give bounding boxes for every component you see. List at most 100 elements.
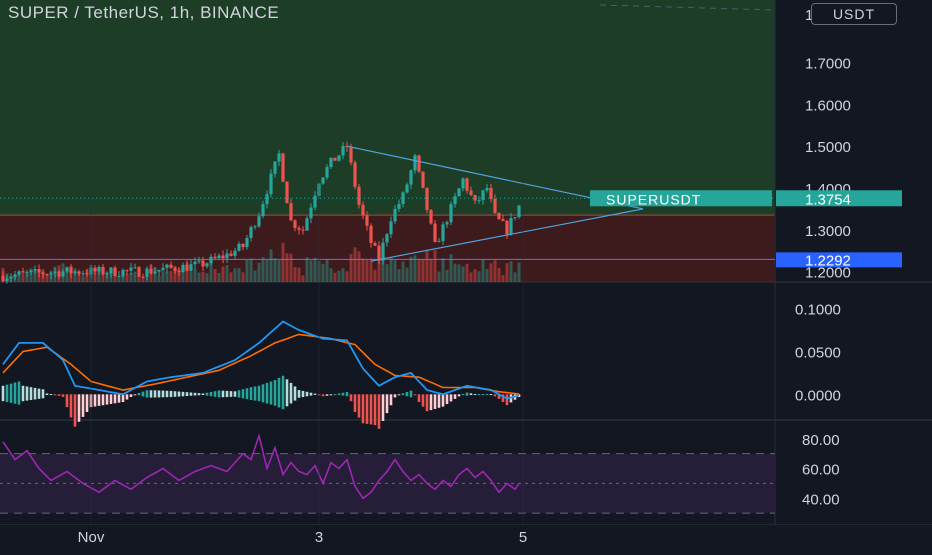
candle bbox=[157, 269, 161, 277]
candle-body bbox=[309, 207, 313, 219]
rsi-tick-label: 60.00 bbox=[802, 462, 840, 479]
candle-body bbox=[65, 267, 69, 272]
candle-body bbox=[161, 267, 165, 270]
currency-button[interactable]: USDT bbox=[811, 3, 897, 25]
candle bbox=[437, 237, 441, 243]
candle bbox=[289, 198, 293, 222]
candle-body bbox=[321, 177, 325, 184]
candle-body bbox=[441, 224, 445, 242]
candle-body bbox=[465, 178, 469, 191]
candle bbox=[13, 271, 17, 281]
macd-histogram-bar bbox=[25, 386, 29, 401]
macd-histogram-bar bbox=[237, 390, 241, 398]
macd-histogram-bar bbox=[465, 392, 469, 396]
candle bbox=[41, 270, 45, 279]
macd-histogram-bar bbox=[133, 394, 137, 396]
candle bbox=[365, 211, 369, 231]
macd-histogram-bar bbox=[41, 389, 45, 399]
candle-body bbox=[9, 276, 13, 279]
candle-body bbox=[21, 271, 25, 273]
volume-bar bbox=[305, 257, 309, 282]
volume-bar bbox=[93, 270, 97, 282]
rsi-tick-label: 80.00 bbox=[802, 432, 840, 449]
macd-histogram-bar bbox=[305, 391, 309, 397]
macd-histogram-bar bbox=[473, 394, 477, 396]
bullish-zone bbox=[0, 0, 775, 216]
candle bbox=[429, 209, 433, 225]
macd-histogram-bar bbox=[241, 389, 245, 399]
last-price-badge bbox=[776, 190, 902, 207]
candle-body bbox=[333, 157, 337, 161]
candle-body bbox=[249, 227, 253, 238]
macd-histogram-bar bbox=[333, 394, 337, 396]
volume-bar bbox=[17, 273, 21, 282]
candle bbox=[137, 266, 141, 278]
candle bbox=[305, 216, 309, 231]
volume-bar bbox=[449, 254, 453, 282]
candle bbox=[377, 241, 381, 265]
level-price-badge bbox=[776, 252, 902, 268]
volume-bar bbox=[325, 259, 329, 282]
macd-histogram-bar bbox=[169, 390, 173, 398]
candle bbox=[125, 269, 129, 276]
macd-histogram-bar bbox=[461, 394, 465, 396]
volume-bar bbox=[237, 268, 241, 282]
volume-bar bbox=[337, 270, 341, 282]
candle bbox=[461, 177, 465, 192]
candle bbox=[441, 221, 445, 245]
volume-bar bbox=[25, 273, 29, 282]
macd-histogram-bar bbox=[397, 394, 401, 396]
volume-bar bbox=[297, 267, 301, 282]
candle-body bbox=[229, 253, 233, 256]
macd-histogram-bar bbox=[113, 394, 117, 404]
candle-body bbox=[505, 220, 509, 235]
level-price-value: 1.2292 bbox=[805, 252, 851, 269]
macd-histogram-bar bbox=[181, 391, 185, 397]
volume-bar bbox=[241, 272, 245, 282]
bearish-zone bbox=[0, 215, 775, 282]
last-price-value: 1.3754 bbox=[805, 191, 851, 208]
candle-body bbox=[173, 267, 177, 271]
volume-bar bbox=[129, 272, 133, 282]
macd-histogram-bar bbox=[141, 391, 145, 397]
macd-histogram-bar bbox=[309, 392, 313, 396]
macd-histogram-bar bbox=[213, 391, 217, 397]
candle bbox=[489, 184, 493, 203]
volume-bar bbox=[473, 269, 477, 282]
candle-body bbox=[517, 205, 521, 218]
macd-histogram-bar bbox=[1, 385, 5, 402]
candle bbox=[105, 271, 109, 279]
candle bbox=[117, 270, 121, 278]
macd-histogram-bar bbox=[457, 394, 461, 397]
candle-body bbox=[497, 212, 501, 220]
macd-histogram-bar bbox=[349, 394, 353, 402]
candle bbox=[73, 270, 77, 276]
candle-body bbox=[53, 271, 57, 274]
candle-body bbox=[265, 194, 269, 205]
time-axis-panel bbox=[0, 525, 932, 550]
volume-bar bbox=[201, 271, 205, 282]
macd-histogram-bar bbox=[289, 382, 293, 404]
volume-bar bbox=[397, 269, 401, 282]
candle bbox=[517, 204, 521, 219]
macd-histogram-bar bbox=[161, 390, 165, 398]
volume-bar bbox=[273, 258, 277, 282]
macd-histogram-bar bbox=[73, 394, 77, 427]
candle-body bbox=[477, 200, 481, 202]
macd-histogram-bar bbox=[365, 394, 369, 424]
volume-bar bbox=[97, 268, 101, 282]
volume-bar bbox=[437, 271, 441, 282]
candle bbox=[405, 182, 409, 194]
candle-body bbox=[329, 157, 333, 167]
candle-body bbox=[373, 242, 377, 246]
triangle-lower-trendline[interactable] bbox=[370, 208, 644, 262]
candle-body bbox=[445, 222, 449, 225]
macd-histogram-bar bbox=[493, 394, 497, 397]
volume-bar bbox=[65, 266, 69, 282]
candle-body bbox=[429, 209, 433, 224]
volume-bar bbox=[33, 269, 37, 282]
candle-body bbox=[469, 190, 473, 196]
volume-bar bbox=[385, 264, 389, 282]
